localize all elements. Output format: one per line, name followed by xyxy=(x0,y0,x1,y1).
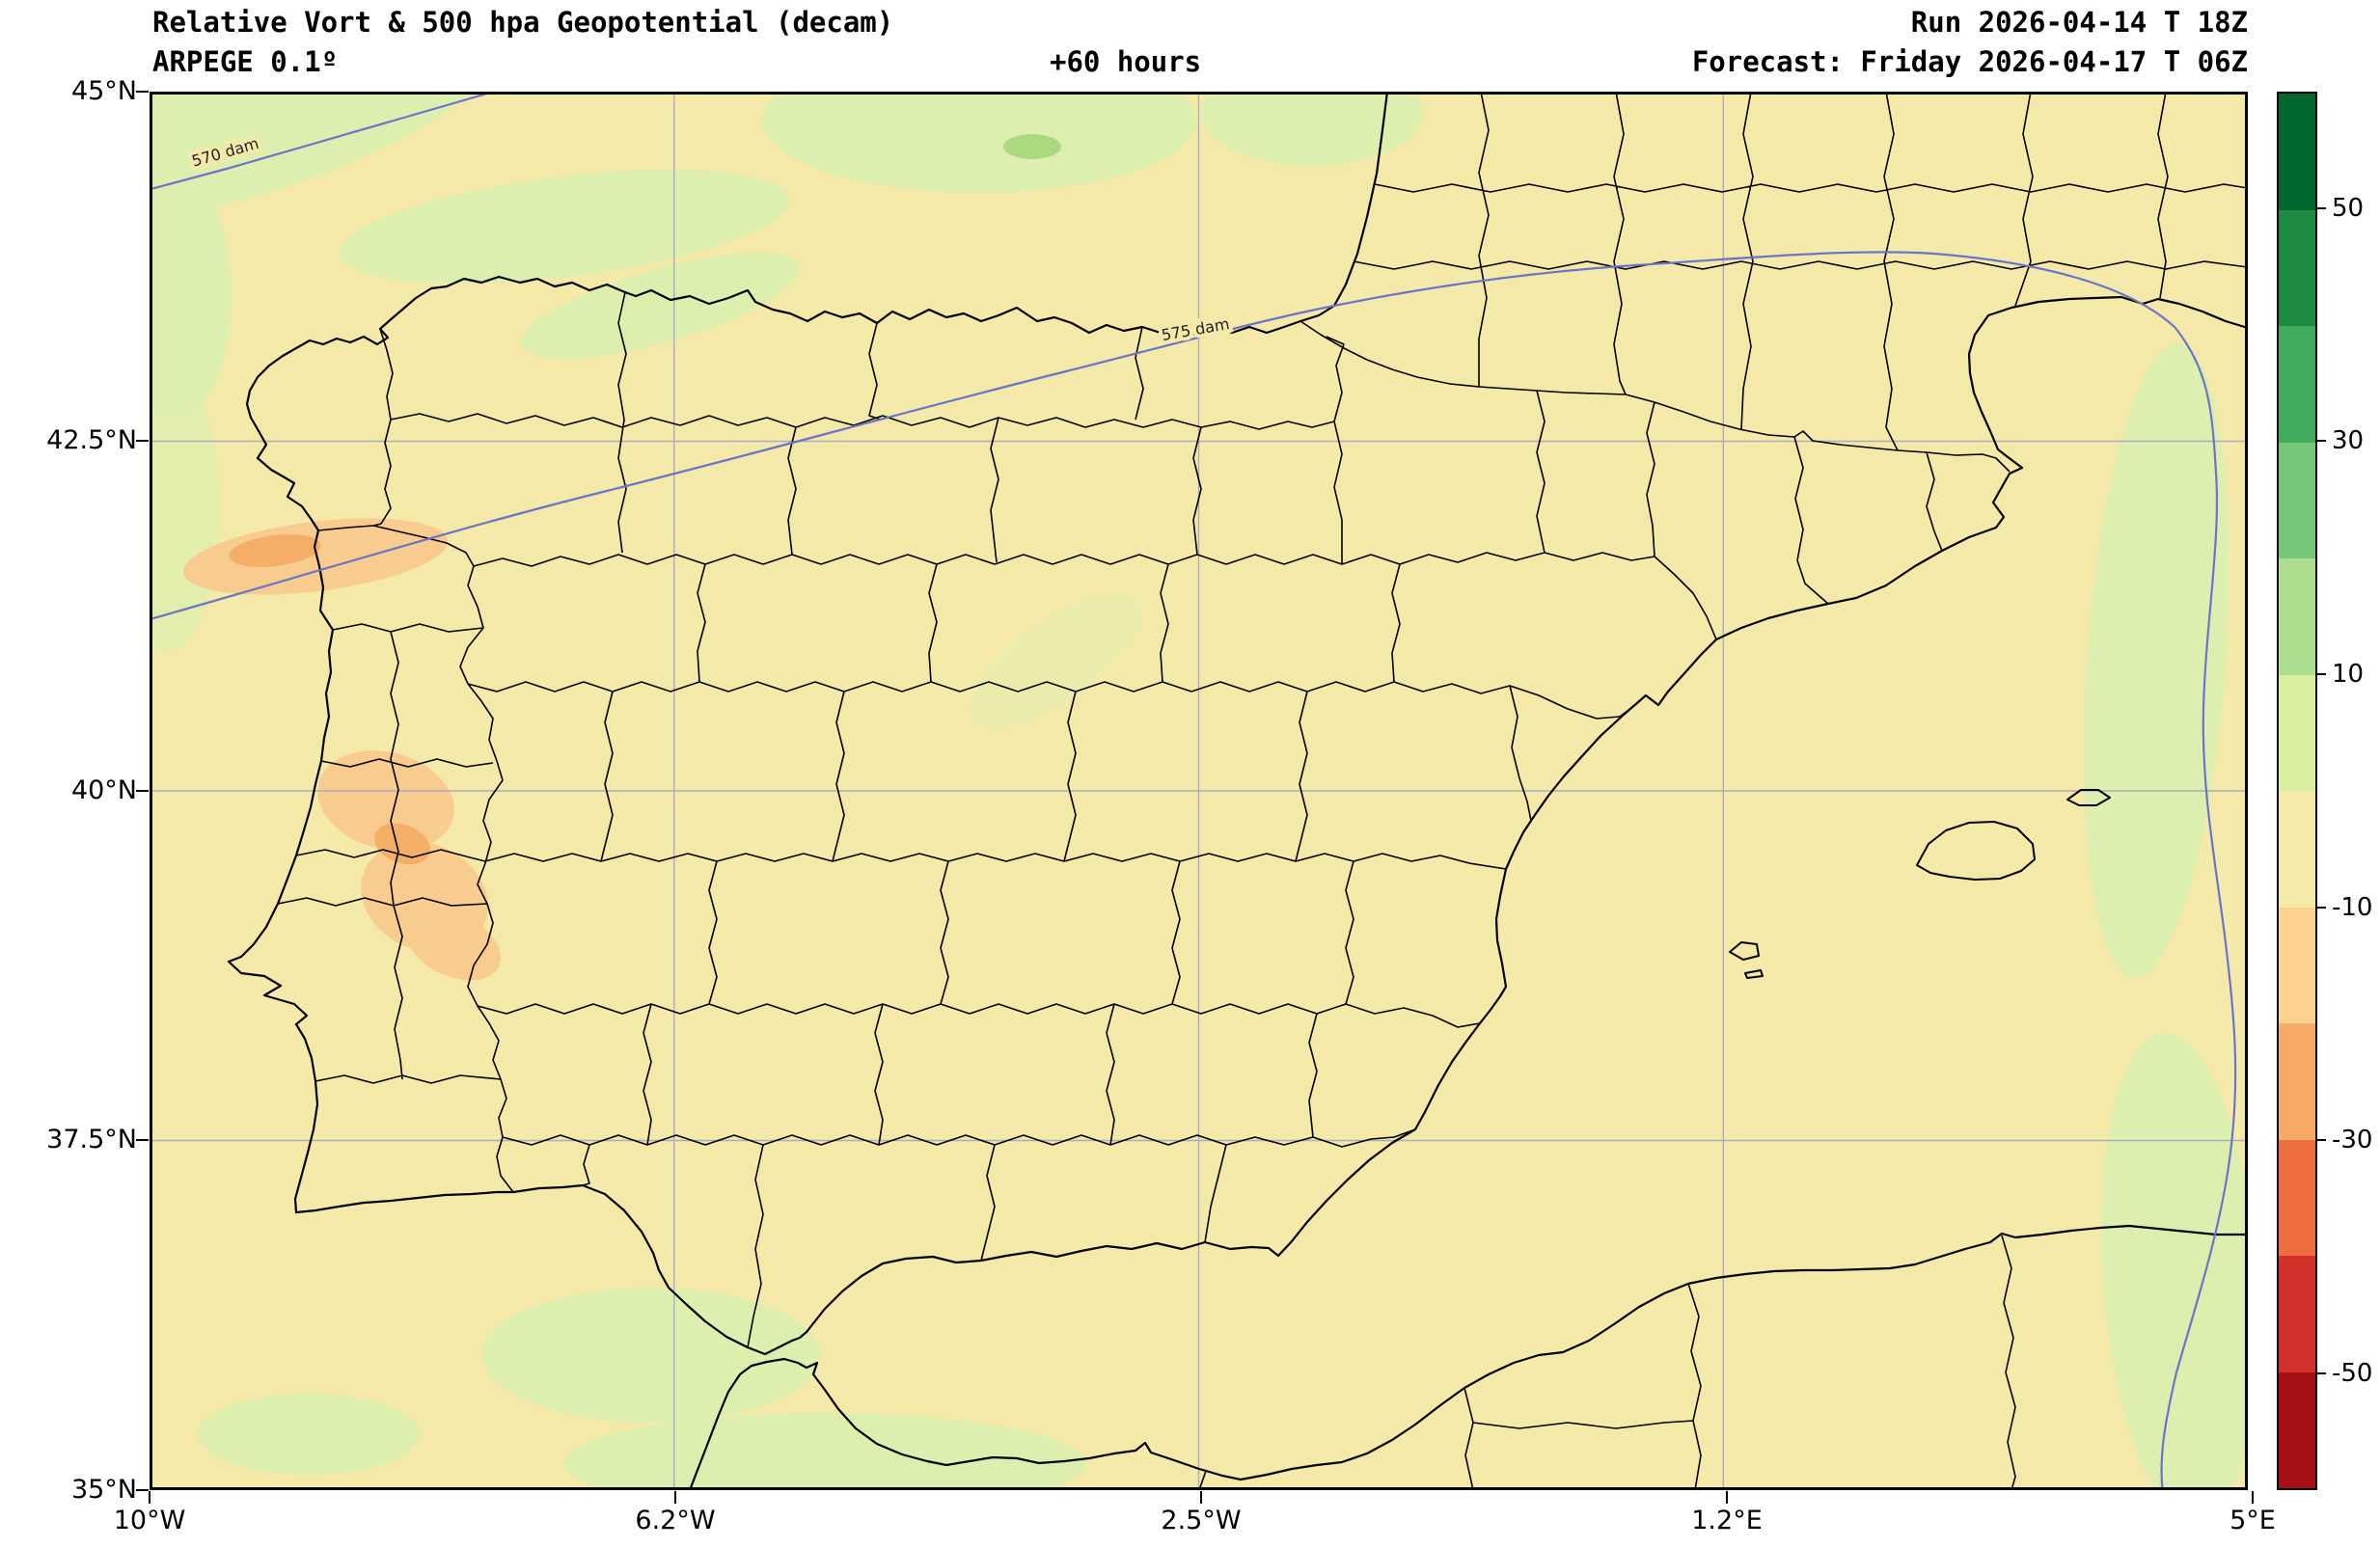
colorbar-tick xyxy=(2317,673,2326,675)
colorbar-tick-label: -50 xyxy=(2332,1359,2373,1388)
colorbar xyxy=(2277,92,2317,1490)
colorbar-tick xyxy=(2317,207,2326,209)
negative-vorticity-shading xyxy=(182,518,502,981)
colorbar-segment xyxy=(2279,1371,2315,1488)
lon-tick-label: 5°E xyxy=(2230,1506,2276,1535)
axis-tick xyxy=(2252,1491,2254,1504)
colorbar-segment xyxy=(2279,442,2315,558)
colorbar-tick-label: 50 xyxy=(2332,194,2365,223)
axis-tick xyxy=(1200,1491,1202,1504)
colorbar-segment xyxy=(2279,558,2315,675)
lat-tick-label: 45°N xyxy=(70,76,137,106)
colorbar-segment xyxy=(2279,674,2315,791)
map-canvas: 570 dam 575 dam xyxy=(150,92,2248,1490)
colorbar-segment xyxy=(2279,209,2315,326)
graticule-gridlines xyxy=(150,92,2248,1490)
colorbar-tick-label: 10 xyxy=(2332,660,2365,689)
lon-tick-label: 10°W xyxy=(113,1506,186,1535)
plot-frame xyxy=(150,92,2248,1490)
colorbar-tick-label: -30 xyxy=(2332,1126,2373,1154)
colorbar-segment xyxy=(2279,1139,2315,1256)
model-label: ARPEGE 0.1º xyxy=(152,45,339,78)
lat-tick-label: 40°N xyxy=(70,775,137,805)
lat-tick-label: 35°N xyxy=(70,1475,137,1505)
page-title: Relative Vort & 500 hpa Geopotential (de… xyxy=(152,6,894,39)
vorticity-green-core xyxy=(1003,134,1061,159)
axis-tick xyxy=(136,440,149,442)
forecast-label: Forecast: Friday 2026-04-17 T 06Z xyxy=(1691,45,2248,78)
axis-tick xyxy=(136,1489,149,1491)
lat-tick-label: 42.5°N xyxy=(46,425,137,455)
colorbar-segment xyxy=(2279,907,2315,1023)
axis-tick xyxy=(1726,1491,1728,1504)
geopotential-contour-575 xyxy=(150,251,2237,1490)
colorbar-tick-label: -10 xyxy=(2332,893,2373,922)
axis-tick xyxy=(136,1139,149,1141)
run-label: Run 2026-04-14 T 18Z xyxy=(1910,6,2248,39)
lon-tick-label: 6.2°W xyxy=(635,1506,716,1535)
lat-tick-label: 37.5°N xyxy=(46,1125,137,1154)
colorbar-tick xyxy=(2317,907,2326,909)
colorbar-tick xyxy=(2317,440,2326,442)
coastline-balearic-islands xyxy=(1729,789,2111,979)
province-borders xyxy=(277,92,2248,1490)
lon-tick-label: 2.5°W xyxy=(1161,1506,1242,1535)
colorbar-segment xyxy=(2279,1023,2315,1140)
colorbar-tick-label: 30 xyxy=(2332,426,2365,455)
positive-vorticity-shading xyxy=(150,92,2248,1490)
colorbar-segment xyxy=(2279,326,2315,443)
colorbar-segment xyxy=(2279,1256,2315,1372)
axis-tick xyxy=(136,790,149,792)
axis-tick xyxy=(149,1491,150,1504)
coastline-africa xyxy=(688,1224,2248,1490)
lon-tick-label: 1.2°E xyxy=(1691,1506,1763,1535)
map-plot-area: 570 dam 575 dam xyxy=(150,92,2248,1490)
colorbar-segment xyxy=(2279,94,2315,210)
colorbar-segment xyxy=(2279,791,2315,908)
colorbar-segments xyxy=(2279,94,2315,1488)
axis-tick xyxy=(136,91,149,93)
coastline-iberia-france xyxy=(227,92,2248,1356)
colorbar-tick xyxy=(2317,1139,2326,1141)
lead-time-label: +60 hours xyxy=(1050,45,1202,78)
axis-tick xyxy=(674,1491,676,1504)
colorbar-tick xyxy=(2317,1372,2326,1374)
